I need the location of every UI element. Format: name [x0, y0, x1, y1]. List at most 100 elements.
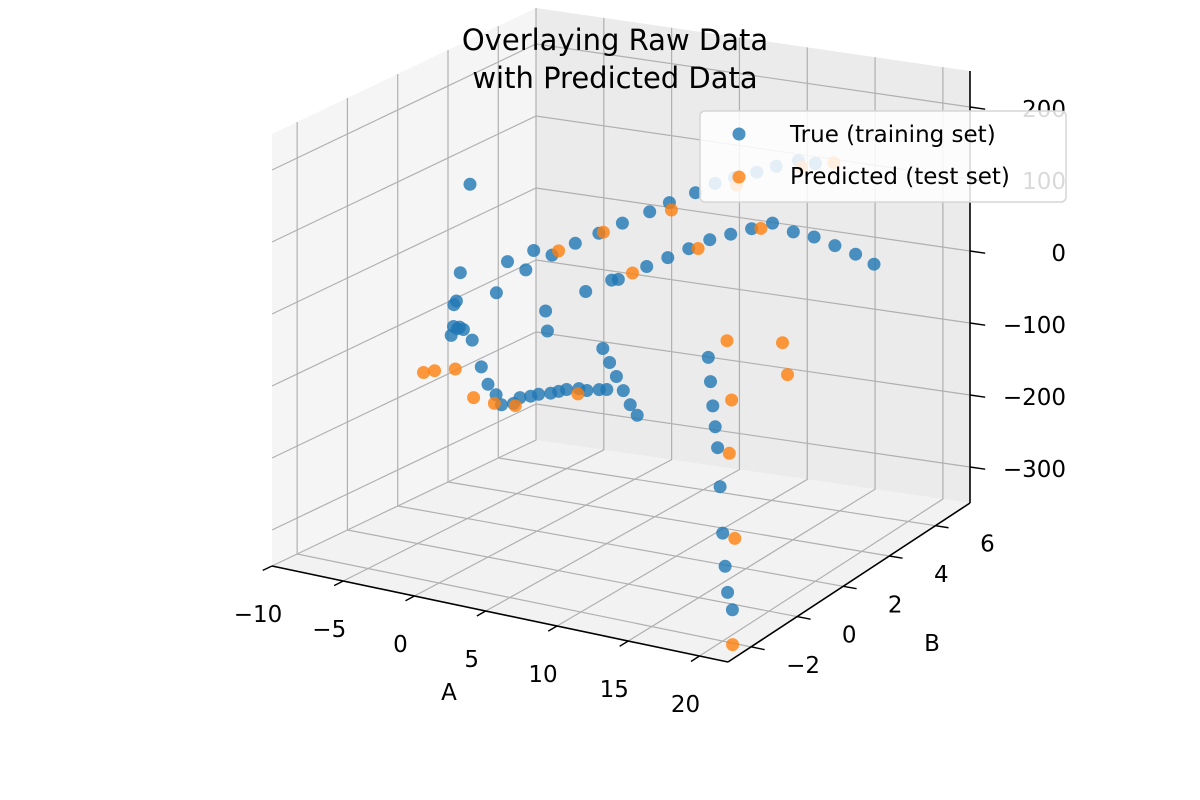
y-tick-label: 4 — [934, 562, 949, 588]
y-tick-label: 6 — [980, 532, 995, 558]
true-point — [703, 233, 717, 247]
z-tick-label: −300 — [1003, 457, 1066, 483]
x-tick-mark — [262, 565, 273, 572]
predicted-point — [626, 266, 639, 280]
true-point — [725, 603, 739, 617]
chart-title-line1: Overlaying Raw Data — [462, 23, 768, 57]
true-point — [661, 251, 675, 265]
grid-line-x — [271, 8, 537, 567]
legend-box — [699, 110, 1067, 203]
true-point — [568, 236, 582, 250]
x-tick-label: 20 — [671, 692, 700, 718]
legend-label-true: True (training set) — [789, 122, 996, 148]
grid-line-y — [397, 74, 844, 587]
true-point — [539, 304, 553, 318]
x-tick-mark — [405, 595, 415, 602]
true-point — [745, 222, 759, 236]
y-tick-mark — [797, 615, 811, 620]
predicted-point — [596, 225, 610, 239]
predicted-point — [781, 368, 794, 382]
true-point — [579, 285, 593, 298]
true-point — [643, 205, 657, 219]
x-tick-mark — [619, 640, 629, 647]
x-tick-label: 5 — [464, 647, 479, 673]
true-point — [849, 247, 863, 261]
predicted-point — [726, 638, 740, 652]
predicted-point — [552, 244, 566, 258]
true-point — [828, 239, 842, 253]
predicted-point — [467, 391, 481, 405]
z-tick-mark — [969, 466, 986, 470]
z-tick-mark — [969, 322, 986, 326]
true-point — [623, 398, 637, 412]
true-point — [766, 216, 779, 230]
legend: True (training set) Predicted (test set) — [699, 110, 1067, 203]
grid-line-x — [414, 27, 673, 597]
predicted-point — [428, 364, 442, 378]
true-point — [456, 323, 470, 336]
x-tick-mark — [333, 580, 344, 587]
true-point — [721, 585, 735, 599]
true-point — [540, 324, 554, 338]
x-tick-mark — [476, 610, 487, 617]
true-point — [689, 186, 702, 200]
x-tick-mark — [547, 625, 558, 632]
predicted-point — [691, 242, 705, 255]
true-point — [453, 266, 467, 280]
true-point — [615, 216, 629, 230]
y-axis-label: B — [924, 631, 940, 657]
true-point — [718, 559, 732, 573]
true-point — [532, 387, 546, 401]
z-tick-mark — [969, 106, 986, 110]
predicted-point — [725, 393, 739, 407]
predicted-point — [417, 366, 430, 379]
true-point — [519, 263, 533, 277]
x-tick-label: −10 — [234, 602, 283, 628]
x-axis-label: A — [441, 680, 457, 706]
y-tick-mark — [889, 555, 903, 559]
grid-line-y — [447, 50, 890, 557]
true-point — [711, 441, 725, 455]
true-point — [489, 286, 503, 300]
predicted-point — [722, 446, 736, 460]
grid-line-z — [271, 43, 971, 171]
grid-line-x — [699, 67, 944, 657]
x-tick-label: 0 — [393, 632, 408, 658]
true-point — [713, 480, 727, 494]
true-point — [716, 526, 730, 540]
grid-line-y — [346, 98, 798, 618]
predicted-point — [728, 531, 742, 545]
x-tick-mark — [690, 655, 700, 663]
predicted-point — [720, 334, 734, 348]
true-point — [701, 350, 715, 364]
x-axis-line — [271, 565, 729, 663]
predicted-point — [487, 396, 501, 410]
predicted-point — [664, 203, 678, 217]
true-point — [867, 257, 881, 271]
true-point — [481, 377, 495, 391]
y-tick-label: 0 — [842, 623, 857, 649]
z-tick-label: −100 — [1003, 313, 1066, 339]
z-tick-mark — [969, 394, 986, 398]
floor-pane — [272, 440, 970, 662]
grid-line-z — [271, 331, 971, 459]
true-point — [708, 420, 722, 434]
x-tick-label: 15 — [600, 677, 629, 703]
true-point — [630, 408, 644, 422]
true-point — [616, 384, 630, 398]
x-tick-label: 10 — [528, 662, 557, 688]
y-tick-mark — [935, 525, 949, 529]
chart-title-line2: with Predicted Data — [472, 61, 757, 95]
true-point — [724, 227, 738, 241]
y-tick-mark — [843, 585, 857, 590]
true-point — [474, 360, 488, 374]
grid-line-z — [271, 403, 971, 531]
true-point — [527, 244, 541, 257]
true-point — [596, 342, 610, 355]
y-tick-mark — [750, 646, 765, 651]
true-point — [786, 225, 800, 239]
true-point — [682, 242, 696, 256]
grid-line-z — [271, 259, 971, 387]
